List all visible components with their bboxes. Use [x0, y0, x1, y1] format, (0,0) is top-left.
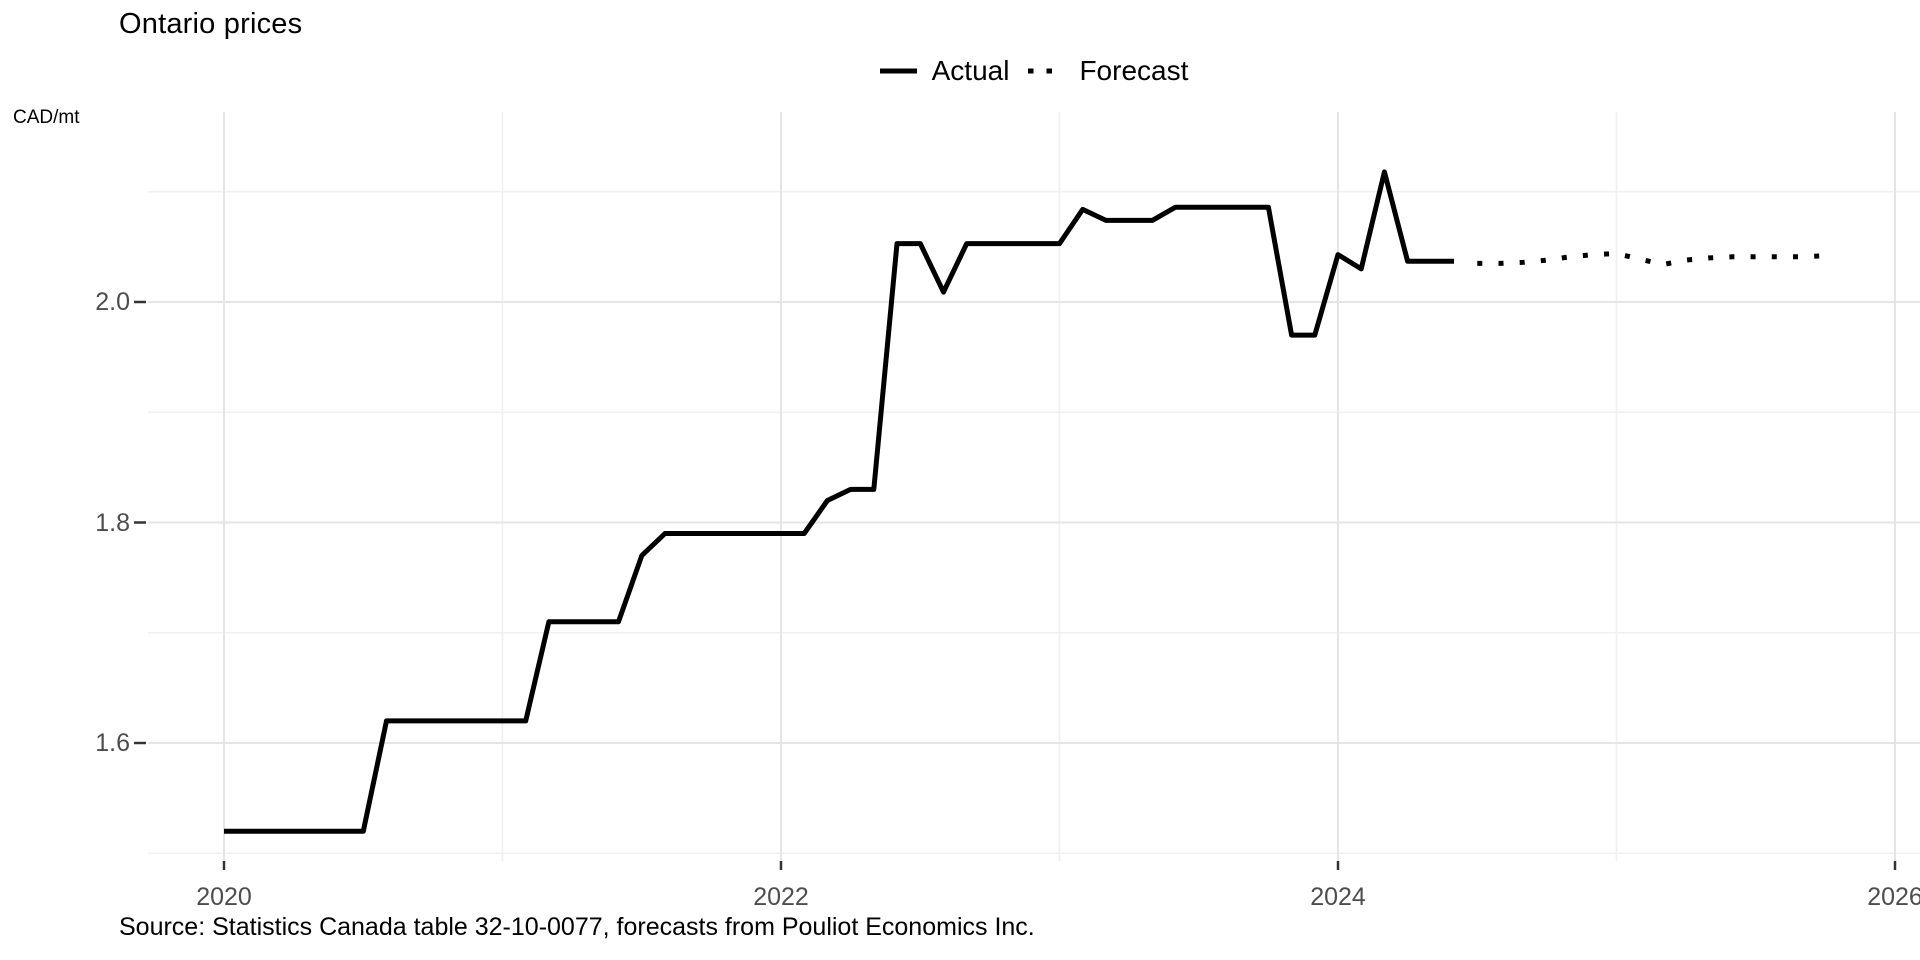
y-tick-label: 1.6: [95, 729, 130, 757]
x-tick-label: 2022: [753, 883, 809, 911]
solid-line-swatch-icon: [879, 68, 917, 74]
y-tick-label: 2.0: [95, 288, 130, 316]
legend-item-forecast: Forecast: [1027, 55, 1188, 87]
legend-label-forecast: Forecast: [1079, 55, 1189, 86]
legend-label-actual: Actual: [931, 55, 1010, 86]
chart-title: Ontario prices: [119, 8, 303, 40]
x-tick-label: 2026: [1867, 883, 1920, 911]
x-tick-label: 2020: [196, 883, 252, 911]
y-axis-unit-label: CAD/mt: [13, 107, 80, 128]
source-caption: Source: Statistics Canada table 32-10-00…: [119, 913, 1035, 941]
x-tick-label: 2024: [1310, 883, 1366, 911]
legend-item-actual: Actual: [879, 55, 1010, 87]
legend: Actual Forecast: [148, 52, 1920, 90]
actual-series-line: [224, 169, 1454, 834]
y-tick-label: 1.8: [95, 508, 130, 537]
forecast-series-line: [1477, 251, 1826, 267]
